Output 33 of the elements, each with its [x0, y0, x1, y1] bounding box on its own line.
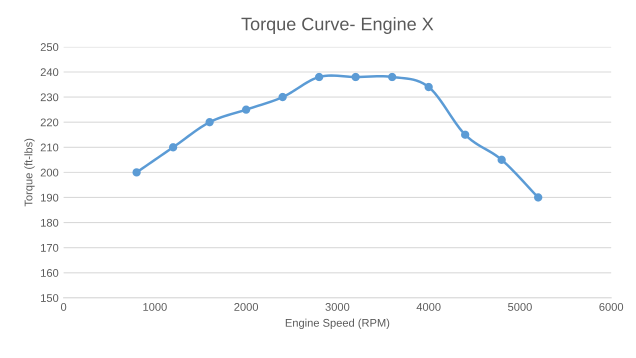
- point: [534, 193, 542, 202]
- point: [242, 105, 250, 114]
- point: [351, 72, 360, 82]
- x-tick-label: 2000: [234, 303, 258, 311]
- y-tick-label: 170: [41, 244, 58, 252]
- point: [205, 118, 214, 126]
- point: [168, 143, 178, 152]
- y-tick-label: 210: [40, 144, 58, 152]
- y-axis-title: Torque (ft-lbs): [24, 138, 35, 206]
- y-tick-label: 150: [41, 294, 58, 302]
- point: [278, 92, 287, 102]
- point: [388, 72, 396, 82]
- x-tick-label: 3000: [325, 303, 350, 311]
- y-tick-label: 190: [41, 194, 58, 202]
- y-tick-label: 240: [40, 68, 58, 76]
- x-tick-label: 1000: [143, 303, 167, 311]
- x-tick-label: 6000: [599, 303, 624, 311]
- y-tick-label: 180: [41, 218, 58, 227]
- point: [498, 156, 506, 164]
- x-tick-label: 5000: [508, 303, 532, 311]
- point: [314, 72, 324, 82]
- point: [424, 82, 433, 92]
- x-axis-title: Engine Speed (RPM): [286, 318, 390, 329]
- y-tick-label: 220: [40, 118, 58, 126]
- point: [461, 130, 470, 139]
- y-tick-label: 250: [40, 43, 58, 52]
- y-tick-label: 160: [41, 269, 58, 277]
- y-tick-label: 230: [40, 93, 58, 102]
- x-tick-label: 4000: [416, 303, 441, 311]
- chart-title: Torque Curve- Engine X: [241, 17, 434, 34]
- point: [132, 168, 141, 177]
- y-tick-label: 200: [40, 168, 58, 177]
- x-tick-label: 0: [60, 303, 66, 311]
